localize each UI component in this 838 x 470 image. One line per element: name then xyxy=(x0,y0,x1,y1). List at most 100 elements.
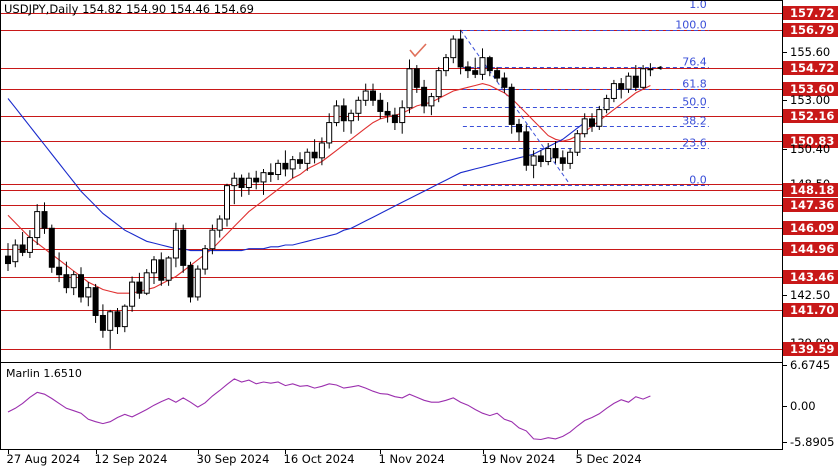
candle-body-70 xyxy=(516,123,522,133)
price-tag-label-6: 152.16 xyxy=(790,109,834,123)
marlin-tick-label-2: -5.8905 xyxy=(790,435,834,449)
candle-56 xyxy=(413,65,420,93)
candle-body-32 xyxy=(238,177,245,188)
candle-body-22 xyxy=(165,257,172,281)
candle-48 xyxy=(355,96,362,121)
candle-body-50 xyxy=(370,90,376,101)
moving-averages xyxy=(7,83,651,294)
candle-body-57 xyxy=(421,86,428,107)
candle-5 xyxy=(41,202,48,234)
candle-80 xyxy=(589,113,595,132)
candle-body-41 xyxy=(304,151,311,164)
candle-2 xyxy=(19,232,26,257)
candle-body-30 xyxy=(224,185,230,220)
candle-82 xyxy=(603,94,610,114)
candle-body-55 xyxy=(406,68,413,109)
time-axis-ticks: 27 Aug 2024 12 Sep 2024 30 Sep 2024 16 Oct … xyxy=(7,449,642,466)
price-panel: 100.0 76.4 61.8 50.0 38.2 23.6 0.0 1.0 xyxy=(0,0,782,350)
candle-53 xyxy=(391,107,398,130)
candle-15 xyxy=(114,308,121,335)
price-tag-10 xyxy=(783,183,838,197)
price-tag-3 xyxy=(783,61,838,75)
candle-body-84 xyxy=(618,83,625,90)
candle-body-65 xyxy=(479,57,486,75)
candle-body-56 xyxy=(413,68,420,88)
candle-45 xyxy=(333,100,340,127)
candle-23 xyxy=(172,222,179,268)
price-tag-4 xyxy=(783,82,838,96)
candle-body-35 xyxy=(260,172,267,183)
candle-body-74 xyxy=(545,148,552,163)
time-tick-label-6: 5 Dec 2024 xyxy=(576,452,642,466)
candle-78 xyxy=(574,129,581,156)
candle-11 xyxy=(85,282,92,307)
fib-level-label-partial: 1.0 xyxy=(689,0,707,11)
candle-body-27 xyxy=(202,248,209,270)
price-tick-label-8: 150.40 xyxy=(790,142,830,156)
candle-body-13 xyxy=(99,314,106,331)
candle-body-87 xyxy=(640,68,647,88)
candle-7 xyxy=(56,252,63,283)
candle-86 xyxy=(632,65,639,92)
check-mark-icon xyxy=(409,43,427,58)
candle-body-6 xyxy=(48,227,55,268)
time-tick-label-3: 16 Oct 2024 xyxy=(284,452,355,466)
price-tag-0 xyxy=(783,6,838,20)
candle-body-18 xyxy=(136,281,143,294)
candle-31 xyxy=(231,172,238,205)
candle-24 xyxy=(180,224,187,273)
price-tag-13 xyxy=(783,242,838,256)
candle-body-77 xyxy=(567,151,574,164)
marlin-tick-label-1: 0.00 xyxy=(790,399,816,413)
candle-39 xyxy=(289,155,296,179)
price-tag-label-11: 147.36 xyxy=(790,198,834,212)
candle-32 xyxy=(238,174,245,197)
price-tag-11 xyxy=(783,198,838,212)
candle-60 xyxy=(443,53,449,77)
candle-87 xyxy=(640,65,647,90)
candle-body-25 xyxy=(187,264,194,298)
candle-body-37 xyxy=(275,162,282,176)
fib-level-label-1: 76.4 xyxy=(682,56,707,69)
price-tag-label-7: 150.83 xyxy=(790,134,834,148)
candle-body-34 xyxy=(253,177,260,183)
fib-level-label-4: 38.2 xyxy=(682,115,707,128)
candle-body-46 xyxy=(340,105,347,122)
candle-51 xyxy=(377,92,384,119)
candle-body-85 xyxy=(625,75,632,90)
candle-body-52 xyxy=(384,110,391,116)
candle-77 xyxy=(567,148,574,169)
candle-25 xyxy=(187,261,194,303)
candle-29 xyxy=(216,215,223,238)
candle-body-73 xyxy=(537,155,544,163)
candle-37 xyxy=(275,159,282,181)
candle-34 xyxy=(253,170,260,190)
candle-body-80 xyxy=(589,118,595,127)
price-tag-label-13: 144.96 xyxy=(790,242,834,256)
horizontal-levels xyxy=(0,13,782,350)
candle-41 xyxy=(304,148,311,171)
candle-47 xyxy=(348,109,355,134)
candle-body-71 xyxy=(523,131,530,166)
candle-body-0 xyxy=(5,255,11,265)
candle-body-36 xyxy=(267,172,274,176)
fib-level-label-3: 50.0 xyxy=(682,96,707,109)
candle-42 xyxy=(311,139,318,164)
price-tag-label-16: 141.70 xyxy=(790,303,834,317)
fibonacci-retracement: 100.0 76.4 61.8 50.0 38.2 23.6 0.0 1.0 xyxy=(460,0,709,187)
candle-21 xyxy=(158,252,165,286)
candle-body-45 xyxy=(333,105,340,124)
candle-85 xyxy=(625,72,632,93)
candle-body-17 xyxy=(129,281,136,307)
candle-body-48 xyxy=(355,99,362,114)
candle-38 xyxy=(282,150,289,177)
candle-14 xyxy=(107,309,114,349)
candle-body-1 xyxy=(12,244,19,263)
candle-body-39 xyxy=(289,159,296,170)
last-price-arrow-icon xyxy=(656,65,662,70)
candle-61 xyxy=(450,35,457,64)
price-tag-7 xyxy=(783,134,838,148)
candle-body-38 xyxy=(282,162,289,170)
candle-52 xyxy=(384,102,391,123)
